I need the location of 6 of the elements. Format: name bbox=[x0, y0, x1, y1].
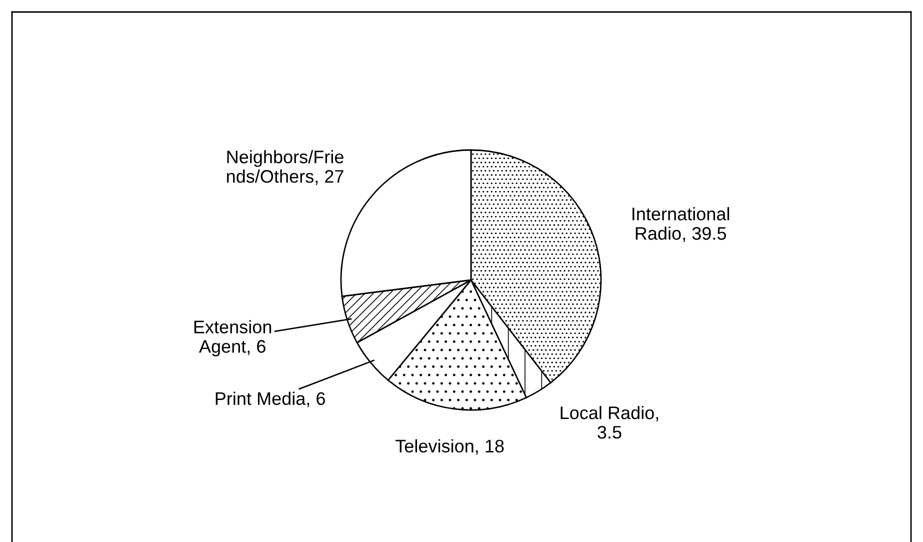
slice-label: International Radio, 39.5 bbox=[632, 207, 730, 242]
slice-label: Neighbors/Frie nds/Others, 27 bbox=[227, 150, 344, 185]
slice-label: Local Radio, 3.5 bbox=[560, 406, 658, 439]
slice-label: Extension Agent, 6 bbox=[194, 320, 272, 356]
slice-label: Television, 18 bbox=[396, 439, 504, 455]
slice-label: Print Media, 6 bbox=[216, 392, 325, 408]
